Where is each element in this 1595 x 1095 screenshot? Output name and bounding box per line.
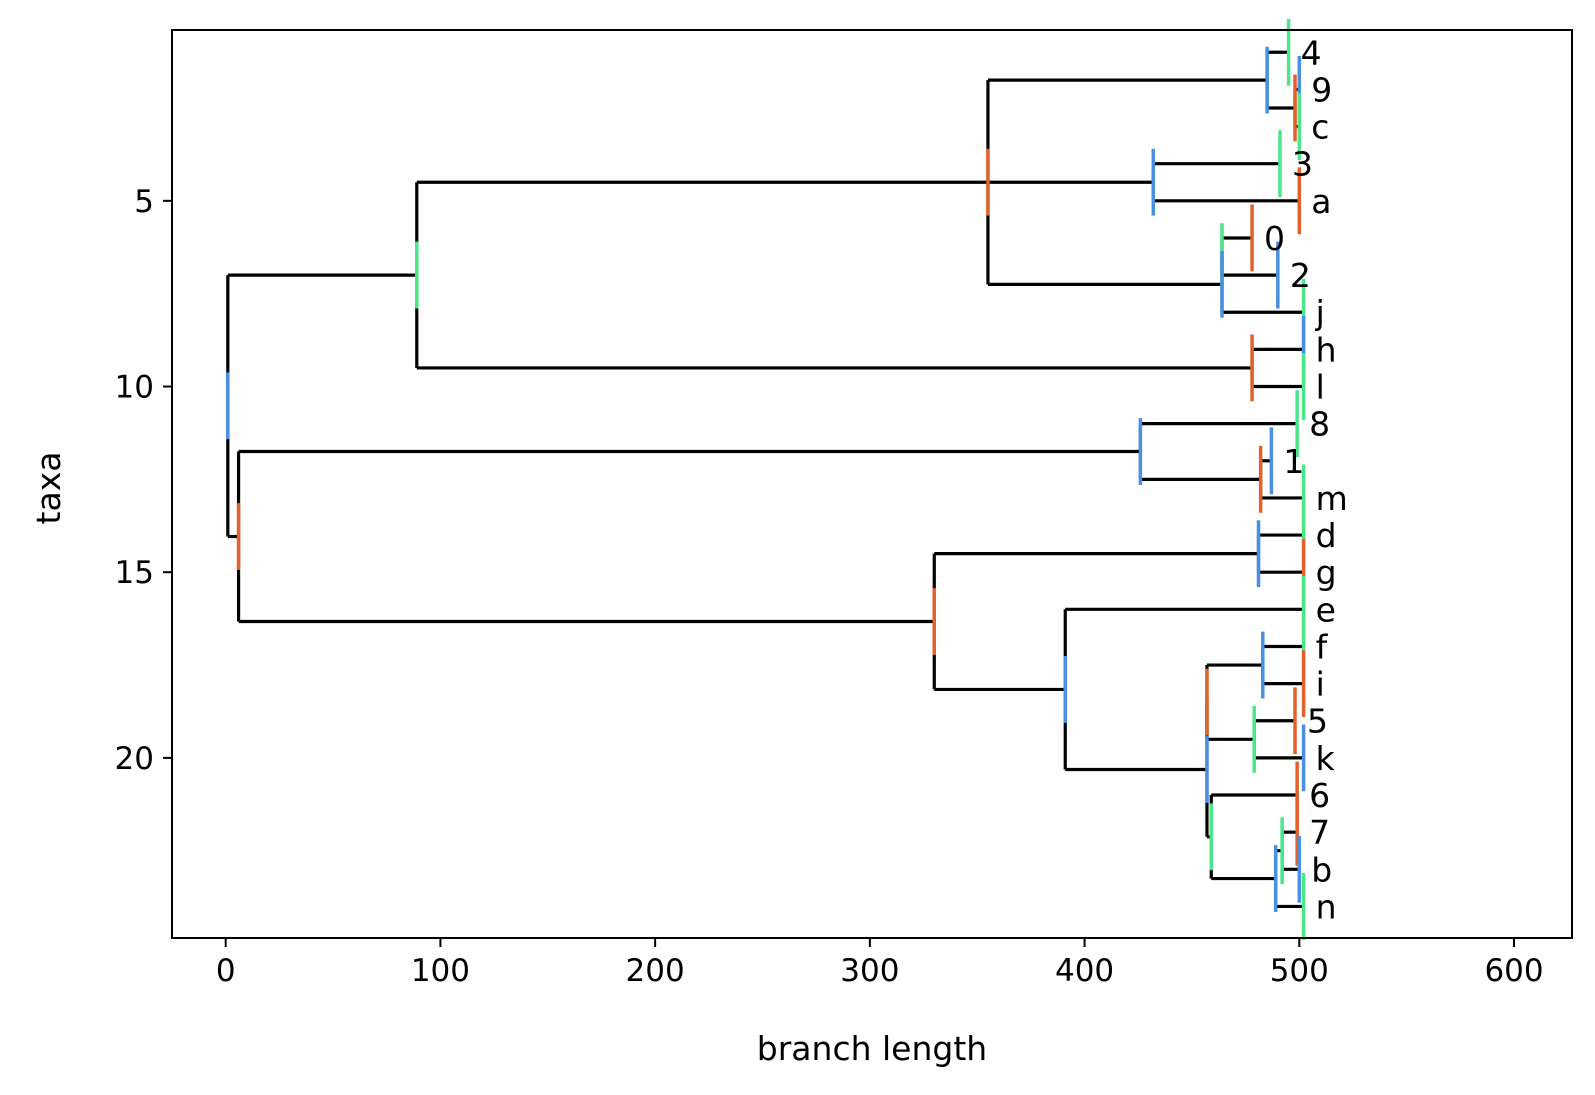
x-tick-label-300: 300	[840, 953, 899, 989]
y-tick-label-15: 15	[115, 555, 154, 591]
leaf-label-5: 5	[1307, 702, 1328, 741]
leaf-label-d: d	[1316, 516, 1337, 555]
leaf-label-k: k	[1316, 739, 1336, 778]
leaf-label-3: 3	[1292, 145, 1313, 184]
leaf-label-n: n	[1316, 887, 1337, 926]
y-axis-ticks: 5 10 15 20	[115, 184, 172, 777]
leaf-label-b: b	[1311, 850, 1332, 889]
leaf-label-8: 8	[1309, 405, 1330, 444]
y-tick-label-20: 20	[115, 741, 154, 777]
leaf-label-9: 9	[1311, 70, 1332, 109]
y-axis-label: taxa	[29, 452, 68, 525]
leaf-label-e: e	[1316, 590, 1336, 629]
x-axis-label: branch length	[757, 1029, 987, 1068]
leaf-label-7: 7	[1309, 813, 1330, 852]
leaf-label-l: l	[1316, 368, 1325, 407]
leaf-label-m: m	[1316, 479, 1348, 518]
plot-frame	[171, 29, 1573, 939]
leaf-label-f: f	[1316, 627, 1329, 666]
y-tick-label-10: 10	[115, 370, 154, 406]
leaf-label-2: 2	[1290, 256, 1311, 295]
leaf-label-j: j	[1315, 293, 1325, 332]
leaf-label-h: h	[1316, 330, 1337, 369]
leaf-label-a: a	[1311, 182, 1331, 221]
tree-branches	[226, 50, 1304, 909]
x-tick-label-400: 400	[1055, 953, 1114, 989]
leaf-label-0: 0	[1264, 219, 1285, 258]
x-tick-label-600: 600	[1484, 953, 1543, 989]
leaf-label-g: g	[1316, 553, 1337, 592]
x-tick-label-100: 100	[411, 953, 470, 989]
x-tick-label-200: 200	[626, 953, 685, 989]
x-tick-label-500: 500	[1270, 953, 1329, 989]
x-tick-label-0: 0	[216, 953, 236, 989]
leaf-label-6: 6	[1309, 776, 1330, 815]
leaf-label-1: 1	[1283, 442, 1304, 481]
leaf-label-i: i	[1316, 665, 1325, 704]
y-tick-label-5: 5	[134, 184, 154, 220]
leaf-label-4: 4	[1301, 33, 1322, 72]
leaf-label-c: c	[1311, 108, 1329, 147]
x-axis-ticks: 0 100 200 300 400 500 600	[216, 938, 1544, 989]
node-markers	[226, 18, 1306, 940]
